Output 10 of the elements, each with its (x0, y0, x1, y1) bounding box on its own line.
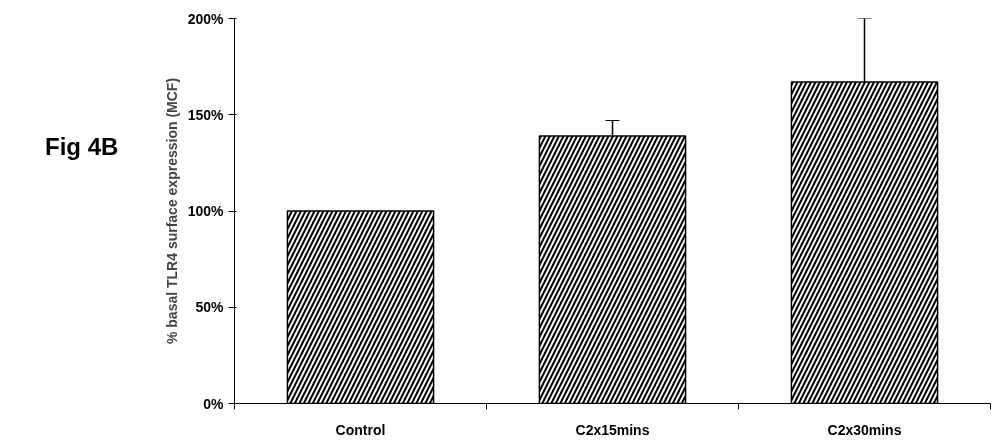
y-tick-label: 150% (187, 106, 225, 123)
x-tick-label: C2x15mins (575, 421, 650, 438)
y-tick-label: 200% (187, 10, 225, 27)
caption: Fig 4B (45, 132, 119, 162)
y-tick-label: 50% (195, 299, 225, 316)
y-tick-label: 0% (203, 395, 225, 412)
y-tick-label: 100% (187, 203, 225, 219)
x-tick-label: C2x30mins (827, 421, 902, 438)
x-tick-label: Control (335, 421, 386, 438)
y-axis-title: % basal TLR4 surface expression (MCF) (163, 77, 180, 345)
